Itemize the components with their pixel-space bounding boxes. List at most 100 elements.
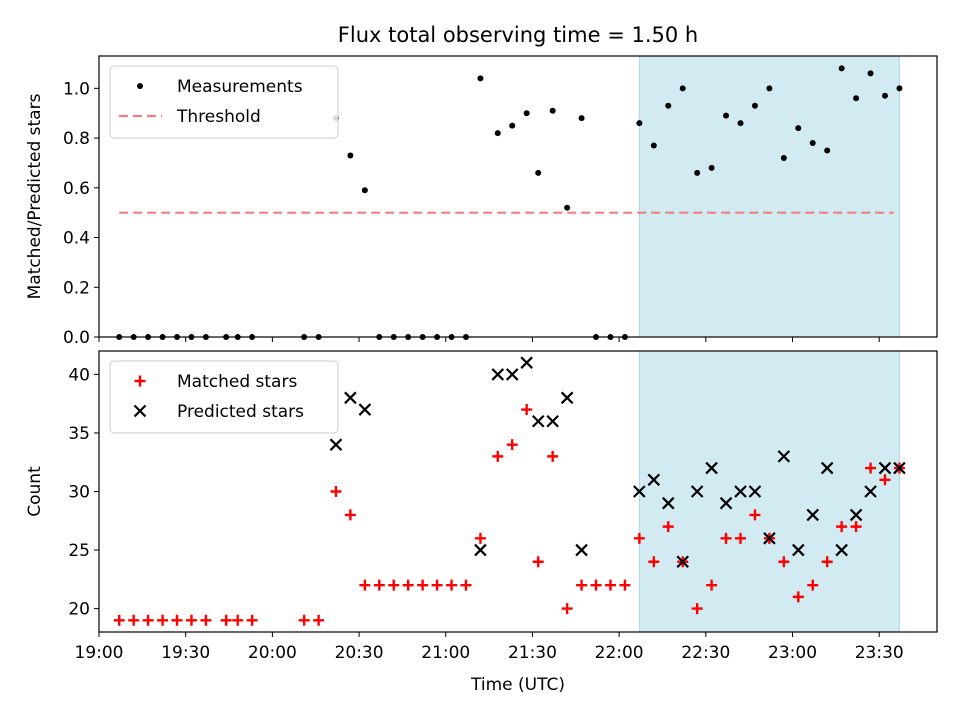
predicted-star-point — [505, 368, 519, 381]
matched-star-point — [691, 603, 703, 615]
matched-star-point — [547, 450, 559, 462]
measurement-point — [824, 147, 831, 154]
matched-star-point — [850, 521, 862, 533]
measurement-point — [751, 102, 758, 109]
y-tick-label: 30 — [68, 483, 90, 503]
matched-star-point — [821, 556, 833, 568]
measurement-point — [838, 65, 845, 72]
y-tick-label: 35 — [68, 424, 90, 444]
matched-star-point — [344, 509, 356, 521]
matched-star-point — [128, 614, 140, 626]
x-tick-label: 19:00 — [75, 643, 124, 663]
legend-label: Measurements — [177, 77, 303, 97]
predicted-star-point — [690, 485, 704, 498]
measurement-point — [535, 169, 542, 176]
measurement-point — [494, 130, 501, 137]
matched-star-point — [865, 462, 877, 474]
predicted-star-point — [633, 485, 646, 498]
legend-box — [109, 360, 339, 434]
legend-label: Matched stars — [177, 372, 297, 392]
measurement-point — [549, 107, 556, 114]
matched-star-point — [232, 614, 244, 626]
predicted-star-point — [864, 485, 877, 498]
predicted-star-point — [748, 485, 762, 498]
matched-star-point — [246, 614, 258, 626]
legend-marker-x — [133, 404, 147, 418]
matched-star-point — [662, 521, 674, 533]
measurement-point — [853, 95, 860, 102]
y-axis-label: Count — [25, 466, 45, 517]
y-tick-label: 1.0 — [63, 79, 90, 99]
x-tick-label: 20:30 — [335, 643, 384, 663]
predicted-star-point — [661, 496, 675, 510]
predicted-star-point — [329, 438, 343, 451]
predicted-star-point — [777, 450, 791, 463]
matched-star-point — [113, 614, 125, 626]
matched-star-point — [142, 614, 154, 626]
matched-star-point — [492, 450, 504, 462]
highlight-span — [638, 350, 900, 633]
matched-star-point — [220, 614, 232, 626]
measurement-point — [650, 142, 657, 149]
matched-star-point — [506, 439, 518, 451]
x-axis-label: Time (UTC) — [470, 675, 565, 695]
matched-star-point — [521, 404, 533, 416]
predicted-star-point — [878, 461, 892, 475]
measurement-point — [780, 154, 787, 161]
matched-star-point — [417, 579, 429, 591]
figure-title: Flux total observing time = 1.50 h — [338, 23, 698, 47]
matched-star-point — [590, 579, 602, 591]
y-tick-label: 0.0 — [63, 328, 90, 348]
matched-star-point — [431, 579, 443, 591]
measurement-point — [347, 152, 354, 159]
measurement-point — [523, 110, 530, 117]
predicted-star-point — [806, 508, 820, 522]
x-tick-label: 21:30 — [508, 643, 557, 663]
y-tick-label: 0.8 — [63, 129, 90, 149]
legend-marker-plus — [134, 375, 146, 387]
measurement-point — [636, 120, 643, 127]
matched-star-point — [388, 579, 400, 591]
matched-star-point — [402, 579, 414, 591]
measurement-point — [766, 85, 773, 92]
predicted-star-point — [734, 485, 747, 498]
matched-star-point — [157, 614, 169, 626]
measurement-point — [665, 102, 672, 109]
predicted-star-point — [520, 356, 533, 369]
ratio-panel: 0.0 0.2 0.4 0.6 0.8 1.0 Matched/Predicted star… — [25, 55, 938, 348]
x-tick-label: 20:00 — [248, 643, 297, 663]
axes-frame — [98, 55, 938, 338]
measurement-point — [679, 85, 686, 92]
predicted-star-point — [575, 543, 588, 557]
predicted-star-point — [893, 461, 906, 475]
predicted-star-point — [546, 414, 559, 428]
counts-panel: 20 25 30 35 40 19:00 19:30 20:00 20:30 21:00 21:30… — [25, 350, 938, 695]
measurement-point — [809, 140, 816, 147]
x-tick-label: 22:00 — [595, 643, 644, 663]
measurement-point — [477, 75, 484, 82]
y-tick-label: 0.6 — [63, 179, 90, 199]
matched-star-point — [836, 521, 848, 533]
measurement-point — [509, 122, 516, 129]
y-tick-label: 25 — [68, 541, 90, 561]
predicted-star-point — [358, 403, 372, 416]
predicted-star-point — [763, 532, 776, 545]
predicted-star-point — [705, 461, 718, 475]
y-tick-label: 0.2 — [63, 278, 90, 298]
predicted-star-point — [676, 555, 689, 569]
x-tick-label: 23:00 — [768, 643, 817, 663]
matched-star-point — [330, 486, 342, 497]
x-tick-label: 23:30 — [855, 643, 904, 663]
matched-star-point — [604, 579, 616, 591]
measurement-point — [896, 85, 903, 92]
matched-star-point — [648, 556, 660, 568]
matched-star-point — [619, 579, 631, 591]
predicted-star-point — [792, 543, 805, 557]
predicted-star-point — [820, 461, 834, 475]
y-tick-label: 20 — [68, 600, 90, 620]
legend: Matched stars Predicted stars — [109, 360, 339, 434]
legend-marker-dot — [137, 83, 143, 89]
measurement-point — [867, 70, 874, 77]
predicted-star-point — [849, 508, 863, 522]
